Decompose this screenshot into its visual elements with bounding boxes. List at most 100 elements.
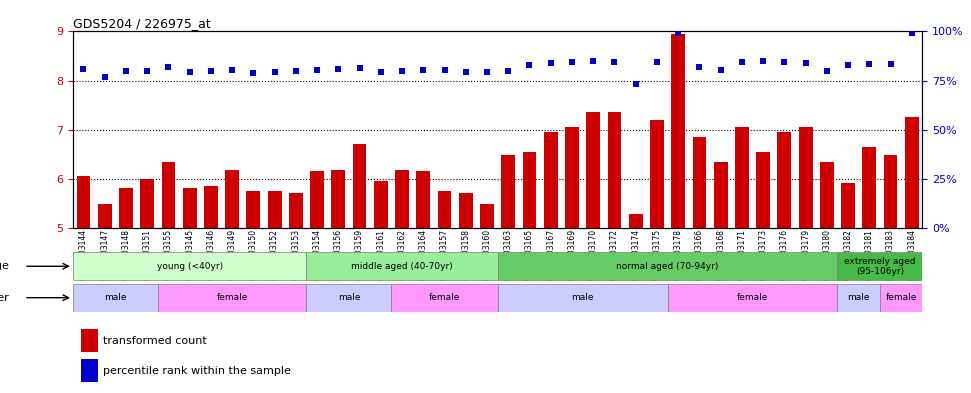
Point: [160, 64, 176, 70]
Bar: [544, 132, 557, 228]
Text: normal aged (70-94yr): normal aged (70-94yr): [617, 262, 719, 271]
Point: [883, 61, 898, 67]
Bar: [140, 179, 154, 228]
Point: [330, 66, 346, 72]
Bar: [565, 127, 579, 228]
Point: [352, 64, 367, 71]
Point: [97, 73, 113, 80]
Point: [798, 60, 814, 66]
Bar: [501, 155, 516, 228]
Bar: [459, 193, 473, 228]
Point: [628, 81, 644, 88]
Bar: [225, 171, 239, 228]
Text: extremely aged
(95-106yr): extremely aged (95-106yr): [844, 257, 916, 276]
Bar: [498, 284, 668, 312]
Point: [203, 68, 218, 74]
Point: [288, 68, 304, 74]
Bar: [880, 284, 922, 312]
Text: female: female: [429, 293, 460, 302]
Point: [650, 59, 665, 65]
Text: male: male: [848, 293, 870, 302]
Point: [310, 67, 325, 73]
Point: [267, 69, 283, 75]
Bar: [289, 193, 303, 228]
Bar: [692, 137, 706, 228]
Point: [458, 69, 474, 75]
Text: female: female: [217, 293, 248, 302]
Bar: [157, 284, 307, 312]
Bar: [480, 204, 494, 228]
Bar: [905, 118, 919, 228]
Point: [224, 67, 240, 73]
Point: [437, 67, 452, 73]
Point: [691, 64, 707, 70]
Bar: [522, 152, 536, 228]
Text: female: female: [886, 293, 917, 302]
Bar: [161, 162, 176, 228]
Point: [820, 68, 835, 74]
Bar: [82, 359, 98, 382]
Bar: [247, 191, 260, 228]
Bar: [352, 144, 366, 228]
Text: male: male: [104, 293, 126, 302]
Bar: [119, 187, 133, 228]
Point: [416, 67, 431, 73]
Text: percentile rank within the sample: percentile rank within the sample: [103, 366, 290, 376]
Point: [840, 62, 855, 68]
Text: gender: gender: [0, 293, 9, 303]
Bar: [417, 171, 430, 228]
Point: [500, 68, 516, 74]
Bar: [799, 127, 813, 228]
Text: male: male: [338, 293, 360, 302]
Point: [118, 68, 134, 74]
Point: [521, 62, 537, 68]
Bar: [498, 252, 837, 281]
Point: [713, 67, 728, 73]
Text: age: age: [0, 261, 9, 271]
Bar: [310, 171, 324, 228]
Bar: [204, 186, 218, 228]
Point: [734, 59, 750, 65]
Text: transformed count: transformed count: [103, 336, 206, 346]
Bar: [837, 252, 922, 281]
Text: middle aged (40-70yr): middle aged (40-70yr): [352, 262, 452, 271]
Bar: [756, 152, 770, 228]
Bar: [778, 132, 791, 228]
Text: male: male: [571, 293, 594, 302]
Text: young (<40yr): young (<40yr): [156, 262, 222, 271]
Bar: [837, 284, 880, 312]
Bar: [629, 214, 643, 228]
Point: [373, 69, 388, 75]
Point: [861, 61, 877, 67]
Bar: [586, 112, 600, 228]
Bar: [820, 162, 834, 228]
Bar: [735, 127, 749, 228]
Point: [564, 59, 580, 65]
Bar: [73, 284, 157, 312]
Bar: [391, 284, 498, 312]
Point: [76, 66, 91, 72]
Bar: [307, 284, 391, 312]
Point: [543, 60, 558, 66]
Bar: [862, 147, 876, 228]
Bar: [374, 181, 387, 228]
Point: [182, 69, 197, 75]
Bar: [331, 171, 346, 228]
Bar: [307, 252, 498, 281]
Bar: [668, 284, 837, 312]
Bar: [608, 112, 621, 228]
Bar: [98, 204, 112, 228]
Bar: [183, 187, 196, 228]
Bar: [714, 162, 727, 228]
Bar: [73, 252, 307, 281]
Point: [607, 59, 622, 65]
Bar: [82, 329, 98, 352]
Bar: [268, 191, 282, 228]
Bar: [395, 171, 409, 228]
Point: [904, 30, 920, 37]
Bar: [884, 155, 897, 228]
Point: [670, 30, 686, 37]
Bar: [671, 34, 686, 228]
Bar: [438, 191, 452, 228]
Point: [586, 58, 601, 64]
